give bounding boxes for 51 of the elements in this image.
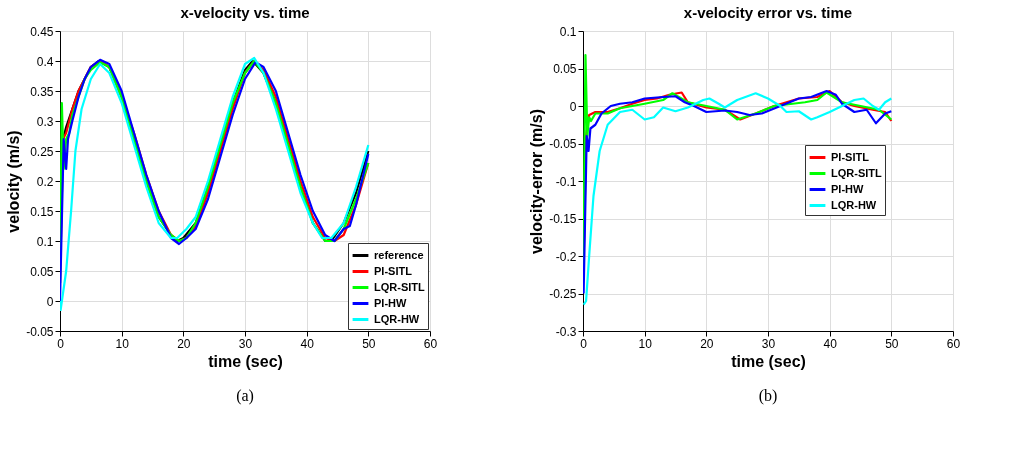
y-tick-label: 0 bbox=[46, 294, 54, 309]
x-tick-label: 0 bbox=[580, 336, 588, 351]
y-tick-label: 0.1 bbox=[559, 24, 577, 39]
y-tick-label: -0.1 bbox=[555, 174, 577, 189]
legend-label: LQR-HW bbox=[374, 312, 420, 325]
x-tick-label: 60 bbox=[946, 336, 961, 351]
x-axis-title: time (sec) bbox=[208, 352, 283, 370]
y-tick-label: 0.3 bbox=[36, 114, 54, 129]
x-tick-label: 50 bbox=[885, 336, 899, 351]
y-axis-title: velocity-error (m/s) bbox=[528, 109, 546, 254]
x-tick-label: 0 bbox=[57, 336, 65, 351]
x-tick-label: 50 bbox=[362, 336, 376, 351]
y-tick-label: -0.3 bbox=[555, 324, 577, 339]
x-tick-label: 40 bbox=[300, 336, 315, 351]
x-tick-label: 20 bbox=[177, 336, 191, 351]
legend-label: PI-HW bbox=[374, 296, 407, 309]
y-tick-label: 0.2 bbox=[36, 174, 54, 189]
y-tick-label: -0.05 bbox=[26, 324, 54, 339]
legend-label: reference bbox=[374, 248, 424, 261]
y-tick-label: 0.35 bbox=[30, 84, 54, 99]
y-tick-label: 0.45 bbox=[30, 24, 54, 39]
y-tick-label: 0.15 bbox=[30, 204, 54, 219]
legend-label: PI-SITL bbox=[831, 150, 870, 163]
y-axis-title: velocity (m/s) bbox=[5, 130, 23, 233]
y-tick-label: 0.05 bbox=[30, 264, 54, 279]
x-tick-label: 30 bbox=[761, 336, 776, 351]
legend-label: PI-SITL bbox=[374, 264, 413, 277]
legend-label: LQR-HW bbox=[831, 198, 877, 211]
chart-title: x-velocity error vs. time bbox=[683, 4, 853, 21]
x-tick-label: 30 bbox=[238, 336, 253, 351]
x-tick-label: 40 bbox=[823, 336, 838, 351]
y-tick-label: -0.05 bbox=[549, 137, 577, 151]
y-tick-label: 0.05 bbox=[553, 62, 577, 76]
text: (a) bbox=[236, 387, 254, 405]
x-tick-label: 60 bbox=[423, 336, 438, 351]
legend-label: LQR-SITL bbox=[374, 280, 425, 293]
chart-title: x-velocity vs. time bbox=[180, 4, 310, 21]
x-tick-label: 10 bbox=[115, 336, 130, 351]
x-tick-label: 20 bbox=[700, 336, 714, 351]
legend-label: LQR-SITL bbox=[831, 166, 882, 179]
y-tick-label: 0 bbox=[569, 99, 577, 114]
x-tick-label: 10 bbox=[638, 336, 653, 351]
y-tick-label: 0.1 bbox=[36, 234, 54, 249]
text: (b) bbox=[758, 387, 778, 405]
x-axis-title: time (sec) bbox=[731, 352, 806, 370]
y-tick-label: 0.4 bbox=[36, 54, 54, 69]
y-tick-label: -0.15 bbox=[549, 212, 577, 226]
y-tick-label: 0.25 bbox=[30, 144, 54, 159]
y-tick-label: -0.25 bbox=[549, 287, 577, 301]
legend-label: PI-HW bbox=[831, 182, 864, 195]
y-tick-label: -0.2 bbox=[555, 249, 577, 264]
